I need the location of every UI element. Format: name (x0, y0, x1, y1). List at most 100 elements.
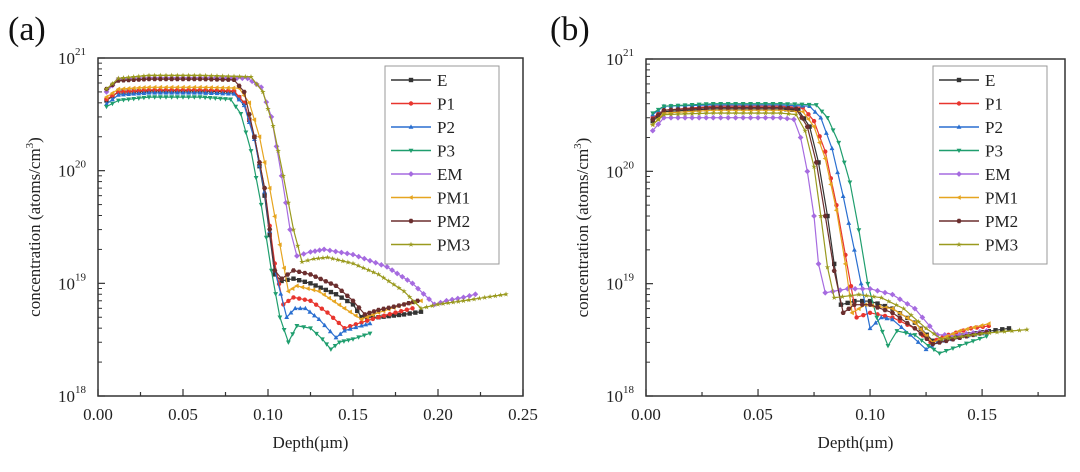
legend-marker (408, 195, 413, 200)
data-point (126, 91, 132, 97)
data-point (267, 185, 272, 191)
data-point (396, 312, 402, 318)
data-point (851, 302, 857, 307)
data-point (284, 314, 290, 320)
data-point (777, 110, 784, 116)
data-point (316, 316, 322, 322)
data-point (191, 72, 198, 78)
data-point (747, 114, 754, 121)
data-point (867, 285, 873, 292)
data-point (661, 111, 667, 117)
data-point (859, 302, 865, 307)
data-point (703, 110, 709, 116)
legend-marker (956, 171, 962, 177)
data-point (867, 325, 873, 331)
data-point (882, 313, 888, 319)
data-point (115, 92, 121, 97)
data-point (157, 76, 163, 82)
data-point (813, 160, 819, 165)
x-tick-label: 0.20 (423, 405, 453, 424)
data-point (208, 77, 214, 82)
data-point (952, 334, 958, 340)
data-point (791, 116, 797, 123)
data-point (755, 105, 761, 110)
data-point (874, 315, 880, 321)
panel-a-series (103, 72, 509, 352)
data-point (689, 103, 695, 108)
data-point (818, 115, 824, 120)
legend-marker (408, 101, 414, 106)
data-point (278, 291, 284, 296)
data-point (350, 302, 356, 307)
data-point (740, 114, 746, 121)
data-point (356, 335, 362, 340)
data-point (285, 199, 292, 206)
data-point (258, 202, 264, 208)
data-point (248, 74, 254, 80)
data-point (930, 341, 936, 347)
data-point (939, 336, 945, 342)
data-point (353, 322, 359, 327)
data-point (963, 331, 970, 337)
data-point (725, 114, 732, 121)
data-point (841, 160, 847, 166)
legend-label: P3 (985, 142, 1003, 161)
legend-item-pm3: PM3 (391, 236, 470, 255)
data-point (689, 114, 695, 121)
data-point (372, 259, 379, 266)
data-point (385, 278, 392, 284)
data-point (262, 185, 268, 191)
data-point (163, 76, 169, 82)
data-point (186, 84, 191, 90)
data-point (225, 77, 231, 82)
data-point (185, 72, 192, 78)
legend-label: P1 (437, 95, 455, 114)
data-point (152, 84, 157, 90)
legend-item-p1: P1 (391, 95, 455, 114)
data-point (197, 95, 203, 100)
data-point (415, 285, 421, 292)
data-point (401, 312, 407, 317)
data-point (725, 101, 731, 107)
data-point (136, 90, 142, 96)
data-point (110, 96, 115, 102)
data-point (950, 331, 955, 337)
legend-item-p3: P3 (939, 142, 1003, 161)
data-point (804, 168, 811, 175)
data-point (174, 84, 180, 90)
data-point (762, 114, 769, 121)
data-point (305, 286, 310, 291)
data-point (740, 101, 746, 107)
data-point (943, 349, 949, 354)
data-point (863, 292, 870, 298)
data-point (285, 288, 291, 294)
data-point (356, 305, 362, 310)
data-point (141, 90, 147, 96)
data-point (899, 324, 904, 329)
data-point (655, 116, 662, 122)
panel-b-series (649, 101, 1030, 356)
panel-b-x-axis-title: Depth(µm) (818, 433, 894, 452)
data-point (445, 300, 451, 306)
data-point (120, 86, 126, 92)
data-point (241, 102, 247, 108)
data-point (867, 302, 873, 307)
data-point (180, 90, 186, 95)
data-point (398, 308, 404, 314)
data-point (406, 294, 413, 300)
data-point (347, 324, 353, 329)
data-point (291, 295, 296, 300)
data-point (931, 347, 937, 353)
data-point (174, 95, 180, 100)
data-point (272, 214, 277, 219)
data-point (396, 285, 402, 291)
data-point (748, 105, 754, 110)
data-point (336, 302, 342, 308)
data-point (755, 101, 761, 107)
data-point (350, 260, 356, 266)
legend-label: PM2 (985, 212, 1018, 231)
data-point (285, 340, 291, 345)
data-point (186, 90, 192, 95)
data-point (740, 105, 746, 110)
